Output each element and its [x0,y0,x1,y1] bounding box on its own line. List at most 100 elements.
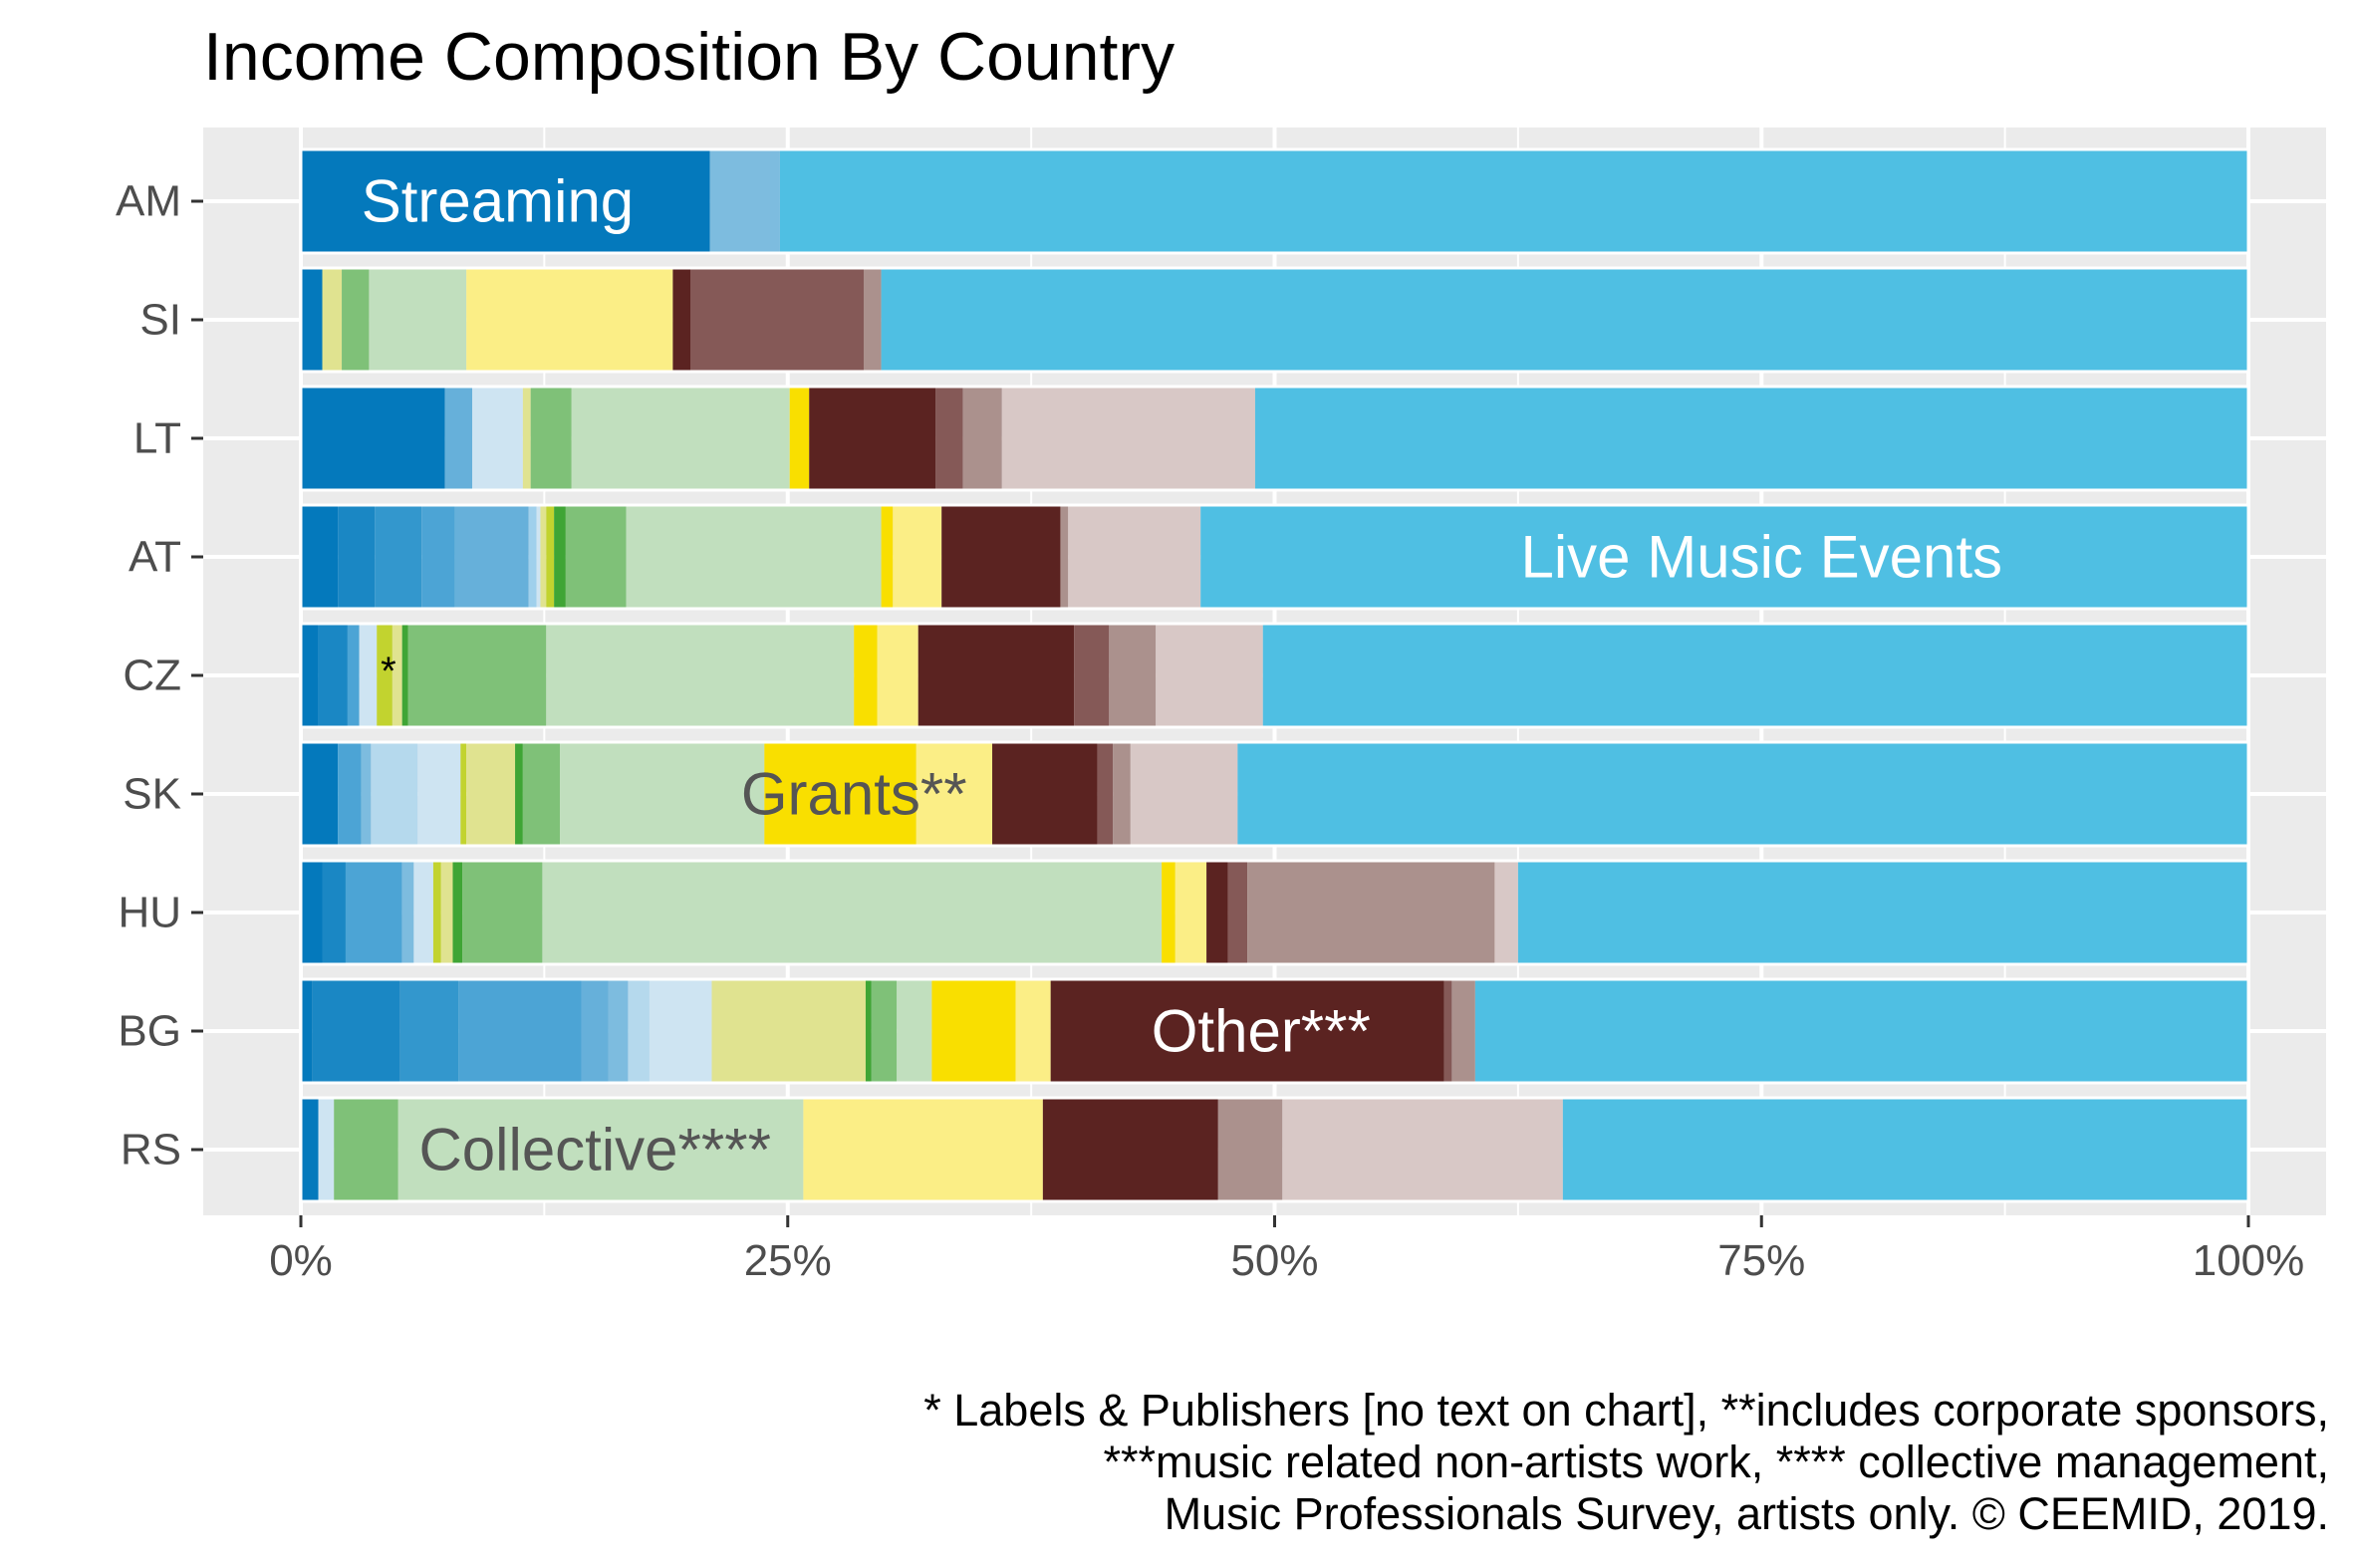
bar-segment-rs [397,1098,804,1201]
bar-segment-at [540,505,547,609]
bar-segment-at [626,505,882,609]
bar-outline-lt [299,385,2250,492]
bar-segment-rs [334,1098,398,1201]
bar-segment-at [941,505,1061,609]
bar-segment-sk [301,742,339,846]
bar-segment-hu [345,861,402,964]
bar-segment-lt [789,387,810,490]
bar-segment-bg [312,979,400,1083]
annotation-label: Live Music Events [1520,524,2002,591]
bar-segment-sk [371,742,418,846]
bar-segment-rs [1217,1098,1283,1201]
bar-segment-at [565,505,627,609]
bar-segment-at [893,505,942,609]
bar-segment-sk [1237,742,2248,846]
bar-segment-rs [1562,1098,2248,1201]
bar-segment-lt [522,387,531,490]
bar-segment-at [1200,505,2248,609]
x-tick-label: 50% [1230,1236,1318,1285]
y-axis: AM SI LT AT CZ SK HU BG RS [116,177,203,1175]
bar-segment-sk [466,742,516,846]
bar-segment-hu [413,861,433,964]
bar-segment-am [709,149,780,253]
bar-segment-lt [571,387,790,490]
bar-segment-bg [458,979,582,1083]
bar-segment-sk [1113,742,1131,846]
bar-outline-cz [299,622,2250,729]
bar-segment-at [454,505,529,609]
bar-segment-rs [803,1098,1043,1201]
bar-segment-si [863,268,882,372]
bars [299,147,2250,1203]
bar-segment-cz [318,624,348,727]
y-tick-label: RS [121,1126,181,1175]
caption-line-3: Music Professionals Survey, artists only… [1164,1488,2329,1539]
bar-outline-hu [299,859,2250,966]
bar-segment-sk [515,742,523,846]
bar-segment-sk [560,742,765,846]
bar-segment-hu [301,861,323,964]
annotation-label: Grants** [741,761,967,828]
bar-segment-cz [1074,624,1110,727]
bar-segment-at [528,505,537,609]
bar-segment-at [546,505,555,609]
bar-segment-lt [1001,387,1255,490]
bar-segment-cz [407,624,547,727]
x-tick-label: 100% [2193,1236,2305,1285]
bar-outline-at [299,503,2250,611]
bar-segment-am [301,149,710,253]
bar-outline-rs [299,1096,2250,1203]
bar-segment-hu [1494,861,1518,964]
x-tick-label: 0% [269,1236,333,1285]
bar-segment-cz [359,624,378,727]
bar-segment-cz [854,624,878,727]
bar-segment-sk [460,742,467,846]
bar-segment-cz [347,624,360,727]
y-tick-label: SK [123,770,181,819]
bar-segment-sk [764,742,916,846]
bar-segment-sk [417,742,461,846]
bar-segment-bg [649,979,712,1083]
y-tick-label: LT [133,414,181,463]
annotation-label: Other*** [1152,998,1371,1065]
bar-segment-bg [399,979,459,1083]
bar-segment-at [881,505,894,609]
bar-segment-lt [962,387,1002,490]
bar-segment-hu [462,861,543,964]
bar-segment-cz [1109,624,1157,727]
chart-title: Income Composition By Country [203,19,1176,95]
bar-segment-si [369,268,467,372]
caption-line-1: * Labels & Publishers [no text on chart]… [923,1385,2329,1436]
bar-segment-bg [1050,979,1444,1083]
bar-segment-cz [1262,624,2248,727]
bar-segment-bg [931,979,1016,1083]
y-tick-label: CZ [123,652,181,700]
bar-segment-cz [1156,624,1263,727]
x-axis: 0% 25% 50% 75% 100% [269,1215,2304,1285]
bar-segment-bg [301,979,313,1083]
bar-outline-bg [299,977,2250,1085]
bar-segment-sk [338,742,362,846]
annotation-label: * [381,650,396,693]
bar-segment-lt [444,387,473,490]
bar-segment-cz [546,624,855,727]
bar-segment-cz [301,624,319,727]
bar-segment-si [672,268,690,372]
bar-segment-hu [1206,861,1228,964]
bar-segment-bg [897,979,932,1083]
bar-segment-lt [472,387,523,490]
y-tick-label: AM [116,177,181,226]
bar-segment-lt [530,387,572,490]
bar-segment-cz [392,624,402,727]
bar-segment-si [301,268,323,372]
bar-segment-bg [1474,979,2248,1083]
bar-segment-at [536,505,541,609]
y-tick-label: AT [129,533,181,582]
bar-segment-bg [608,979,629,1083]
bar-segment-at [421,505,455,609]
bar-segment-cz [877,624,918,727]
bar-segment-cz [377,624,392,727]
bar-segment-hu [452,861,463,964]
bar-segment-at [375,505,422,609]
